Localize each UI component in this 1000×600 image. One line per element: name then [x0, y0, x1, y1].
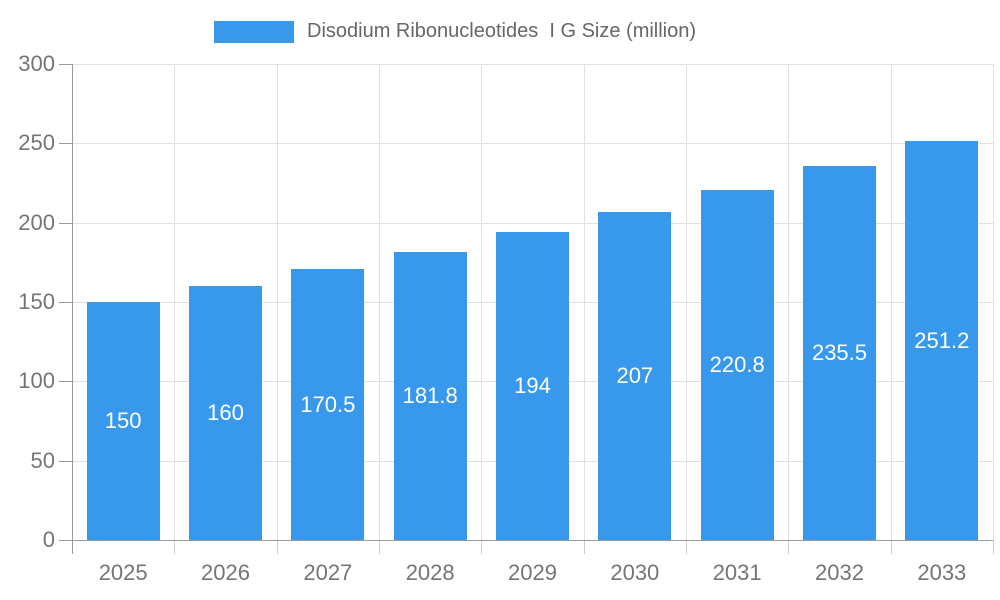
h-gridline [72, 64, 993, 65]
x-axis-tick [481, 540, 483, 554]
v-gridline [174, 64, 176, 540]
bar-value-label: 251.2 [914, 327, 970, 353]
y-axis-tick [59, 381, 72, 383]
v-gridline [788, 64, 790, 540]
bar [189, 286, 262, 540]
bar [393, 251, 467, 540]
x-axis-tick [993, 540, 994, 554]
bar-value-label: 170.5 [300, 391, 356, 417]
legend-item[interactable]: Disodium Ribonucleotides I G Size (milli… [214, 20, 696, 43]
y-axis-tick [59, 64, 72, 65]
x-axis-tick [788, 540, 790, 554]
bar [803, 166, 876, 540]
v-gridline [993, 64, 994, 540]
x-axis-line [72, 540, 993, 541]
v-gridline [481, 64, 483, 540]
h-gridline [72, 222, 993, 224]
v-gridline [686, 64, 687, 540]
bar-value-label: 181.8 [402, 382, 458, 408]
x-axis-label: 2030 [610, 560, 660, 585]
legend-label: Disodium Ribonucleotides I G Size (milli… [307, 20, 697, 42]
y-axis-label: 250 [18, 130, 55, 156]
v-gridline [276, 64, 278, 540]
x-axis-label: 2033 [917, 560, 967, 585]
y-axis-tick [59, 302, 72, 303]
x-axis-tick [276, 540, 278, 554]
x-axis-tick [686, 540, 687, 554]
bar-value-label: 150 [104, 408, 142, 433]
v-gridline [379, 64, 380, 540]
x-axis-tick [890, 540, 892, 554]
y-axis-label: 100 [18, 368, 55, 394]
legend-swatch [214, 20, 294, 43]
y-axis-label: 200 [18, 209, 55, 235]
y-axis-line [72, 64, 73, 554]
y-axis-label: 0 [42, 527, 55, 552]
bar [86, 302, 160, 540]
x-axis-label: 2029 [508, 560, 557, 585]
bar-value-label: 220.8 [709, 351, 765, 377]
y-axis-tick [59, 143, 72, 145]
y-axis-tick [59, 222, 72, 224]
y-axis-label: 150 [18, 289, 55, 314]
v-gridline [583, 64, 585, 540]
x-axis-label: 2028 [405, 560, 455, 585]
bar-value-label: 207 [616, 362, 654, 388]
x-axis-tick [174, 540, 176, 554]
x-axis-tick [583, 540, 585, 554]
bar-value-label: 235.5 [811, 340, 868, 366]
y-axis-label: 50 [30, 447, 55, 473]
bar [291, 269, 365, 540]
bar [905, 141, 979, 540]
y-axis-tick [59, 540, 72, 541]
x-axis-label: 2026 [201, 560, 250, 585]
y-axis-label: 300 [18, 51, 55, 76]
x-axis-label: 2025 [98, 560, 148, 585]
bar-value-label: 160 [207, 400, 244, 426]
bar [700, 189, 774, 540]
bar-value-label: 194 [514, 373, 551, 399]
bar [598, 211, 672, 540]
y-axis-tick [59, 460, 72, 462]
v-gridline [890, 64, 892, 540]
x-axis-label: 2027 [303, 560, 353, 585]
bar [496, 232, 569, 540]
h-gridline [72, 143, 993, 145]
x-axis-tick [379, 540, 380, 554]
x-axis-label: 2031 [712, 560, 762, 585]
x-axis-label: 2032 [815, 560, 864, 585]
